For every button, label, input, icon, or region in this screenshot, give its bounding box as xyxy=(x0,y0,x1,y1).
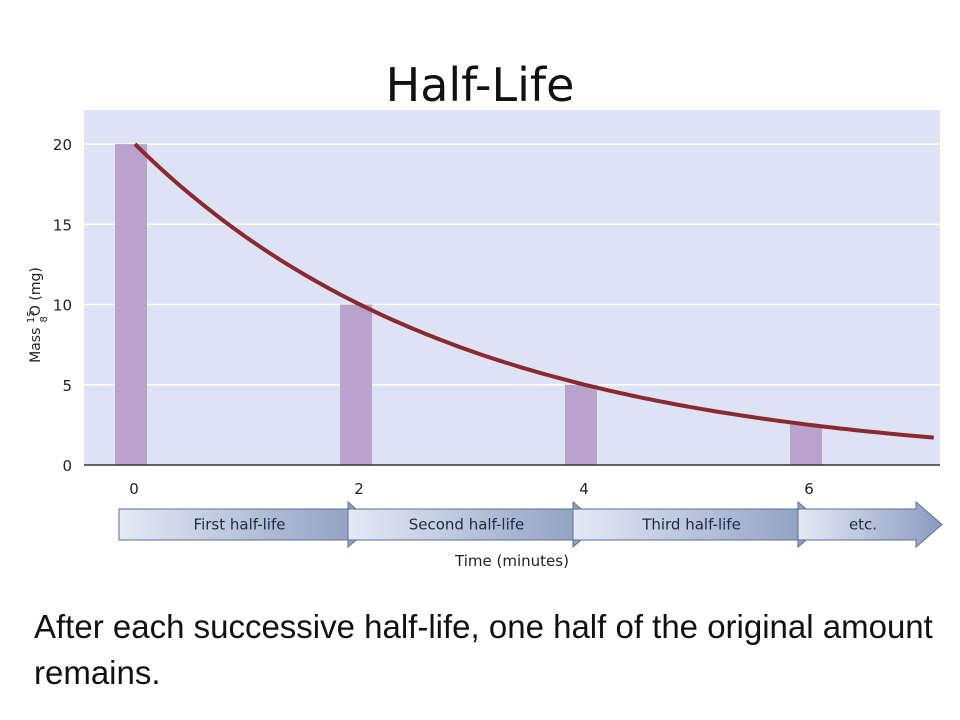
y-tick-label: 10 xyxy=(53,297,72,315)
decay-curve xyxy=(133,142,934,440)
x-axis-label: Time (minutes) xyxy=(454,552,569,570)
bar xyxy=(790,424,822,465)
y-axis-label-suffix: (mg) xyxy=(28,267,44,305)
half-life-arrows: First half-life Second half-life Third hal… xyxy=(118,500,943,549)
x-tick-labels: 0 2 4 6 xyxy=(129,480,814,498)
half-life-arrow-label: etc. xyxy=(849,516,877,534)
bars xyxy=(115,144,822,465)
plot-area xyxy=(84,110,940,465)
bar xyxy=(565,384,597,465)
slide-title: Half-Life xyxy=(385,58,575,112)
bar xyxy=(340,304,372,465)
y-axis-label-prefix: Mass xyxy=(28,323,44,363)
y-tick-label: 15 xyxy=(53,216,72,234)
x-tick-label: 6 xyxy=(804,480,814,498)
isotope-atomic-number: 8 xyxy=(39,316,50,322)
x-tick-label: 0 xyxy=(129,480,139,498)
y-tick-label: 5 xyxy=(62,377,72,395)
x-tick-label: 2 xyxy=(354,480,364,498)
x-tick-label: 4 xyxy=(579,480,589,498)
half-life-arrow-label: Third half-life xyxy=(641,516,741,534)
half-life-arrow-label: First half-life xyxy=(194,516,286,534)
y-tick-labels: 0 5 10 15 20 xyxy=(53,136,72,475)
y-tick-label: 20 xyxy=(53,136,72,154)
isotope-symbol: O xyxy=(28,305,44,316)
y-tick-label: 0 xyxy=(62,457,72,475)
y-axis-label: Mass 15 8O (mg) xyxy=(26,267,50,363)
half-life-arrow xyxy=(797,500,943,549)
bar xyxy=(115,144,147,465)
caption: After each successive half-life, one hal… xyxy=(34,608,933,691)
half-life-arrow-label: Second half-life xyxy=(409,516,525,534)
isotope-mass-number: 15 xyxy=(26,310,37,323)
